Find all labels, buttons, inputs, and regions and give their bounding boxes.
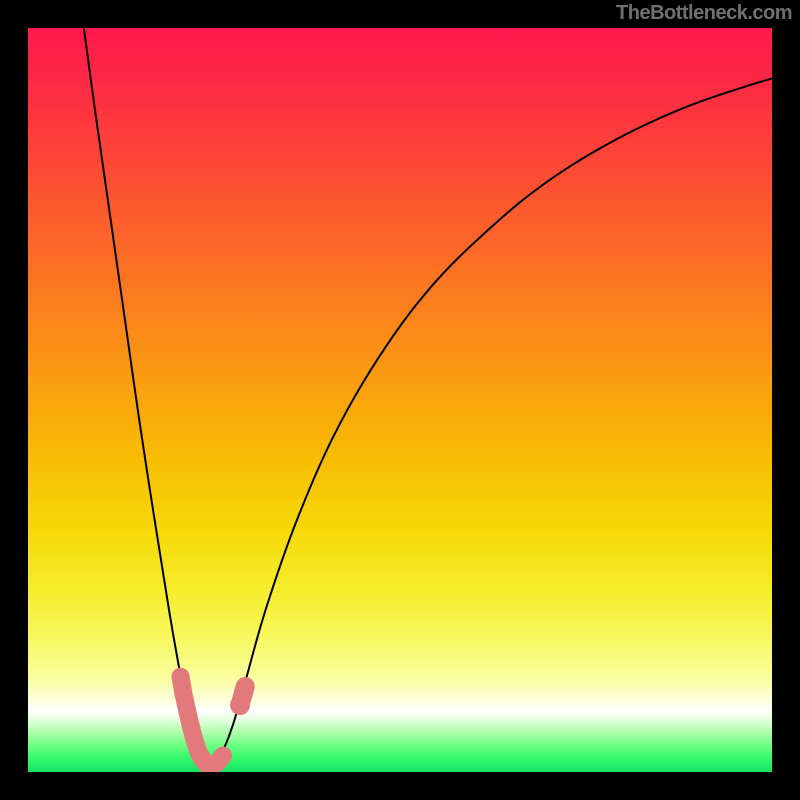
marker-cluster-right-marker <box>230 695 250 715</box>
plot-area <box>28 28 772 772</box>
marker-cluster-right-marker <box>236 677 254 695</box>
marker-cluster-left-marker <box>172 668 190 686</box>
chart-frame: TheBottleneck.com <box>0 0 800 800</box>
plot-background <box>28 28 772 772</box>
bottleneck-chart <box>28 28 772 772</box>
watermark-text: TheBottleneck.com <box>616 2 792 25</box>
marker-cluster-left-marker <box>214 747 232 765</box>
